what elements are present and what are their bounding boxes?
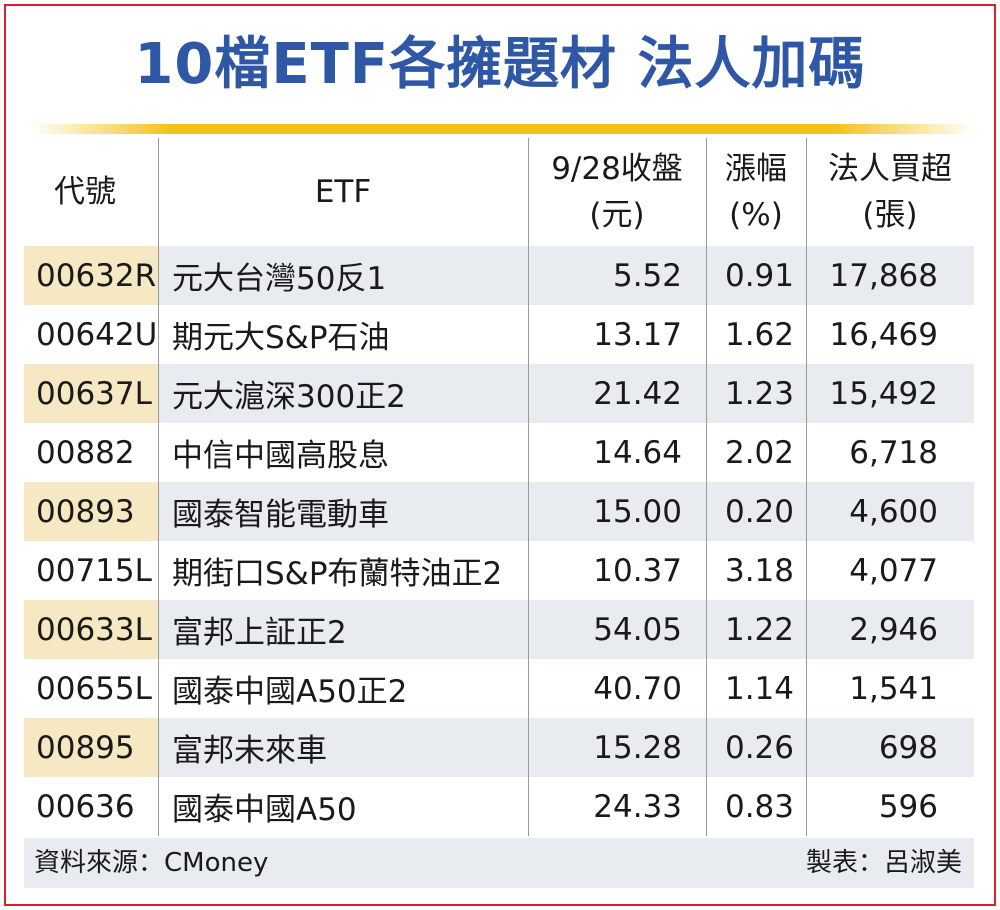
table-row: 00642U 期元大S&P石油 13.17 1.62 16,469 xyxy=(24,305,974,364)
table-row: 00893 國泰智能電動車 15.00 0.20 4,600 xyxy=(24,482,974,541)
column-divider xyxy=(806,138,807,836)
net-buy: 1,541 xyxy=(849,670,938,707)
header-name: ETF xyxy=(314,174,372,210)
change-pct: 0.26 xyxy=(724,729,794,766)
net-buy: 2,946 xyxy=(849,611,938,648)
header-close-line1: 9/28收盤 xyxy=(551,151,683,187)
close-price: 14.64 xyxy=(593,434,682,471)
etf-name: 國泰智能電動車 xyxy=(172,497,389,533)
author-credit: 製表：呂淑美 xyxy=(805,848,962,878)
close-price: 54.05 xyxy=(593,611,682,648)
header-change-line1: 漲幅 xyxy=(725,151,787,187)
table-row: 00632R 元大台灣50反1 5.52 0.91 17,868 xyxy=(24,246,974,305)
header-close: 9/28收盤 (元) xyxy=(528,138,706,246)
title-divider xyxy=(30,124,975,134)
net-buy: 6,718 xyxy=(849,434,938,471)
etf-code: 00655L xyxy=(36,670,152,707)
etf-code: 00715L xyxy=(36,552,152,589)
etf-name: 期元大S&P石油 xyxy=(172,320,390,356)
column-divider xyxy=(706,138,707,836)
table-row: 00636 國泰中國A50 24.33 0.83 596 xyxy=(24,777,974,836)
header-code: 代號 xyxy=(54,174,116,210)
etf-code: 00632R xyxy=(24,246,158,305)
header-net-line1: 法人買超 xyxy=(828,151,952,187)
table-footer: 資料來源：CMoney 製表：呂淑美 xyxy=(24,838,974,888)
etf-code: 00642U xyxy=(36,316,158,353)
net-buy: 596 xyxy=(878,788,938,825)
table-row: 00882 中信中國高股息 14.64 2.02 6,718 xyxy=(24,423,974,482)
header-net-line2: (張) xyxy=(862,197,918,233)
close-price: 24.33 xyxy=(593,788,682,825)
change-pct: 1.22 xyxy=(724,611,794,648)
change-pct: 3.18 xyxy=(724,552,794,589)
net-buy: 4,077 xyxy=(849,552,938,589)
close-price: 10.37 xyxy=(593,552,682,589)
header-close-line2: (元) xyxy=(589,197,645,233)
table-header: 代號 ETF 9/28收盤 (元) 漲幅 (%) 法人買超 (張) xyxy=(24,138,974,246)
change-pct: 1.14 xyxy=(724,670,794,707)
source-note: 資料來源：CMoney xyxy=(34,848,269,878)
etf-name: 中信中國高股息 xyxy=(172,438,389,474)
change-pct: 2.02 xyxy=(724,434,794,471)
etf-name: 富邦未來車 xyxy=(172,733,327,769)
change-pct: 1.23 xyxy=(724,375,794,412)
change-pct: 0.91 xyxy=(724,257,794,294)
header-change-line2: (%) xyxy=(729,197,783,233)
etf-code: 00895 xyxy=(24,718,158,777)
net-buy: 4,600 xyxy=(849,493,938,530)
table-row: 00655L 國泰中國A50正2 40.70 1.14 1,541 xyxy=(24,659,974,718)
column-divider xyxy=(158,138,159,836)
table-row: 00637L 元大滬深300正2 21.42 1.23 15,492 xyxy=(24,364,974,423)
close-price: 13.17 xyxy=(593,316,682,353)
etf-name: 元大滬深300正2 xyxy=(172,379,406,415)
etf-code: 00882 xyxy=(36,434,135,471)
net-buy: 17,868 xyxy=(829,257,938,294)
net-buy: 698 xyxy=(878,729,938,766)
etf-code: 00893 xyxy=(24,482,158,541)
etf-table: 代號 ETF 9/28收盤 (元) 漲幅 (%) 法人買超 (張) 00632R 元大台… xyxy=(24,138,974,836)
table-body: 00632R 元大台灣50反1 5.52 0.91 17,868 00642U 期元大S&P… xyxy=(24,246,974,836)
etf-code: 00636 xyxy=(36,788,135,825)
etf-name: 元大台灣50反1 xyxy=(172,261,387,297)
column-divider xyxy=(528,138,529,836)
close-price: 40.70 xyxy=(593,670,682,707)
etf-name: 期街口S&P布蘭特油正2 xyxy=(172,556,503,592)
header-change: 漲幅 (%) xyxy=(706,138,806,246)
close-price: 5.52 xyxy=(612,257,682,294)
table-row: 00895 富邦未來車 15.28 0.26 698 xyxy=(24,718,974,777)
etf-name: 國泰中國A50 xyxy=(172,792,357,828)
header-net-buy: 法人買超 (張) xyxy=(806,138,974,246)
net-buy: 16,469 xyxy=(829,316,938,353)
etf-name: 國泰中國A50正2 xyxy=(172,674,408,710)
net-buy: 15,492 xyxy=(829,375,938,412)
change-pct: 0.83 xyxy=(724,788,794,825)
change-pct: 0.20 xyxy=(724,493,794,530)
close-price: 21.42 xyxy=(593,375,682,412)
page-title: 10檔ETF各擁題材 法人加碼 xyxy=(134,32,866,97)
table-row: 00633L 富邦上証正2 54.05 1.22 2,946 xyxy=(24,600,974,659)
etf-code: 00637L xyxy=(24,364,158,423)
close-price: 15.28 xyxy=(593,729,682,766)
change-pct: 1.62 xyxy=(724,316,794,353)
close-price: 15.00 xyxy=(593,493,682,530)
etf-name: 富邦上証正2 xyxy=(172,615,347,651)
etf-code: 00633L xyxy=(24,600,158,659)
table-row: 00715L 期街口S&P布蘭特油正2 10.37 3.18 4,077 xyxy=(24,541,974,600)
